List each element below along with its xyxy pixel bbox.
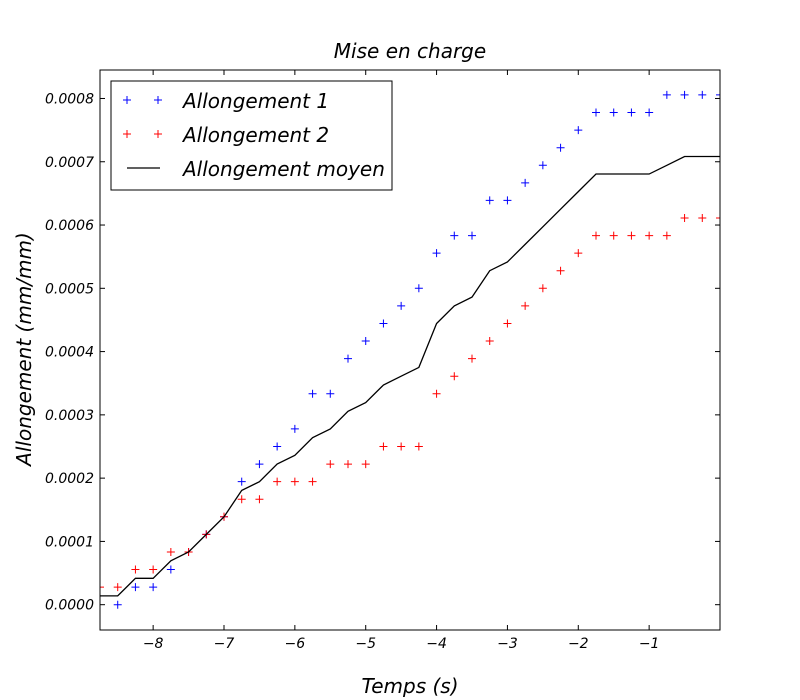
data-point-allongement-1	[468, 231, 476, 240]
data-point-allongement-1	[379, 319, 388, 328]
data-point-allongement-2	[344, 460, 352, 469]
series-layer	[100, 90, 720, 609]
x-tick-label: −7	[214, 636, 235, 652]
data-point-allongement-1	[680, 90, 689, 99]
data-point-allongement-2	[538, 284, 547, 293]
y-tick-label: 0.0005	[45, 281, 94, 297]
data-point-allongement-1	[414, 284, 423, 293]
data-point-allongement-2	[326, 460, 335, 469]
data-point-allongement-2	[255, 495, 264, 504]
ticks: −8 −7 −6 −5 −4 −3 −2 −1 0.0000 0.0001 0.0002 0.0003…	[45, 70, 720, 652]
data-point-allongement-1	[326, 389, 335, 398]
x-tick-label: −8	[143, 636, 164, 652]
legend-marker-allongement-1	[154, 96, 162, 104]
data-point-allongement-2	[574, 249, 583, 258]
data-point-allongement-1	[698, 90, 707, 99]
y-tick-label: 0.0000	[45, 598, 94, 614]
data-point-allongement-2	[662, 231, 671, 240]
data-point-allongement-1	[113, 600, 122, 609]
legend-label-allongement-moyen: Allongement moyen	[181, 157, 385, 181]
legend-label-allongement-1: Allongement 1	[181, 89, 329, 113]
data-point-allongement-2	[609, 231, 618, 240]
legend-label-allongement-2: Allongement 2	[181, 123, 329, 147]
data-point-allongement-2	[716, 214, 720, 223]
data-point-allongement-1	[662, 90, 671, 99]
data-point-allongement-1	[237, 477, 246, 486]
y-tick-label: 0.0008	[45, 91, 94, 107]
data-point-allongement-1	[149, 583, 158, 592]
x-tick-label: −5	[355, 636, 376, 652]
data-point-allongement-2	[100, 583, 104, 592]
legend-marker-allongement-2	[154, 130, 162, 138]
data-point-allongement-1	[538, 161, 547, 170]
data-point-allongement-1	[273, 442, 282, 451]
data-point-allongement-2	[468, 354, 476, 363]
legend: Allongement 1 Allongement 2 Allongement …	[110, 80, 393, 191]
data-point-allongement-1	[521, 178, 530, 187]
data-point-allongement-2	[237, 495, 246, 504]
data-point-allongement-2	[698, 214, 707, 223]
legend-marker-allongement-2	[123, 130, 131, 138]
data-point-allongement-1	[308, 389, 317, 398]
series-line-allongement-moyen	[100, 155, 720, 597]
x-tick-label: −2	[568, 636, 589, 652]
data-point-allongement-1	[166, 565, 175, 574]
data-point-allongement-1	[290, 424, 299, 433]
data-point-allongement-1	[574, 126, 583, 135]
data-point-allongement-1	[645, 108, 654, 117]
data-point-allongement-2	[131, 565, 140, 574]
data-point-allongement-2	[308, 477, 317, 486]
y-axis-label: Allongement (mm/mm)	[12, 232, 36, 468]
y-tick-label: 0.0003	[45, 408, 94, 424]
data-point-allongement-2	[149, 565, 158, 574]
data-point-allongement-2	[556, 266, 565, 275]
data-point-allongement-2	[397, 442, 406, 451]
y-tick-label: 0.0006	[45, 218, 94, 234]
data-point-allongement-1	[627, 108, 636, 117]
data-point-allongement-1	[556, 143, 565, 152]
data-point-allongement-1	[361, 337, 370, 346]
data-point-allongement-2	[503, 319, 512, 328]
x-tick-label: −6	[285, 636, 306, 652]
data-point-allongement-2	[592, 231, 600, 240]
legend-marker-allongement-1	[123, 96, 131, 104]
data-point-allongement-1	[450, 231, 459, 240]
data-point-allongement-2	[432, 389, 441, 398]
data-point-allongement-1	[609, 108, 618, 117]
data-point-allongement-1	[485, 196, 494, 205]
y-tick-label: 0.0001	[45, 534, 94, 550]
y-tick-label: 0.0002	[45, 471, 94, 487]
data-point-allongement-2	[627, 231, 636, 240]
x-tick-label: −1	[639, 636, 660, 652]
data-point-allongement-2	[450, 372, 459, 381]
data-point-allongement-1	[255, 460, 264, 469]
plot-frame	[99, 69, 721, 631]
data-point-allongement-2	[379, 442, 388, 451]
data-point-allongement-2	[521, 301, 530, 310]
x-tick-label: −3	[497, 636, 518, 652]
y-tick-label: 0.0007	[45, 155, 94, 171]
data-point-allongement-2	[290, 477, 299, 486]
data-point-allongement-1	[344, 354, 352, 363]
data-point-allongement-2	[113, 583, 122, 592]
data-point-allongement-2	[166, 547, 175, 556]
data-point-allongement-2	[414, 442, 423, 451]
data-point-allongement-1	[432, 249, 441, 258]
data-point-allongement-1	[131, 583, 140, 592]
x-tick-label: −4	[426, 636, 447, 652]
y-tick-label: 0.0004	[45, 345, 94, 361]
data-point-allongement-1	[592, 108, 600, 117]
data-point-allongement-1	[397, 301, 406, 310]
data-point-allongement-2	[645, 231, 654, 240]
legend-markers	[123, 96, 162, 169]
data-point-allongement-1	[503, 196, 512, 205]
data-point-allongement-2	[485, 337, 494, 346]
data-point-allongement-2	[680, 214, 689, 223]
data-point-allongement-2	[273, 477, 282, 486]
data-point-allongement-2	[361, 460, 370, 469]
x-axis-label: Temps (s)	[361, 674, 458, 698]
chart-title: Mise en charge	[334, 39, 486, 63]
data-point-allongement-1	[716, 90, 720, 99]
